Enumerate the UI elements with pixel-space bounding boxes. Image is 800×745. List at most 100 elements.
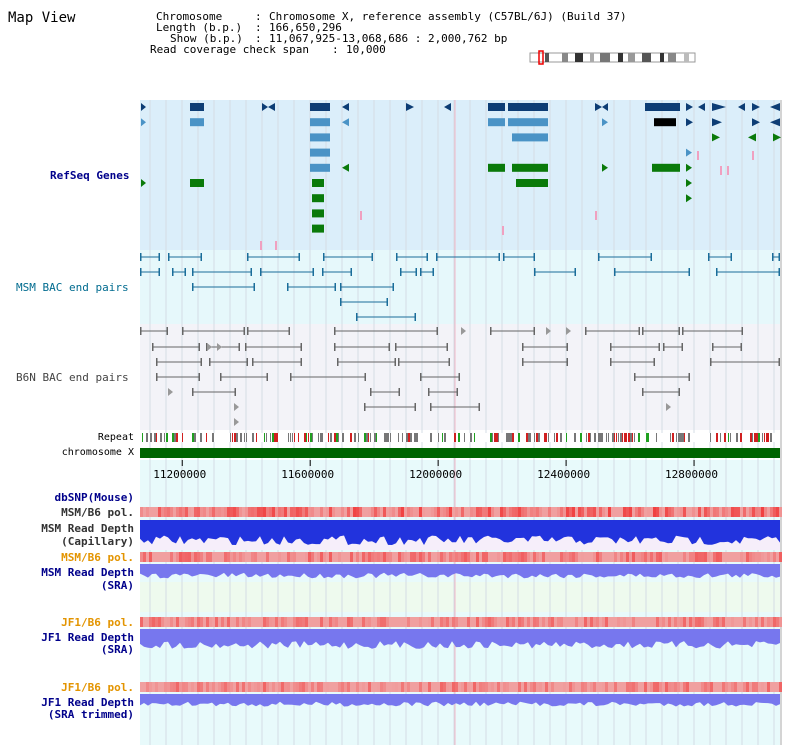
repeat-element <box>530 433 531 442</box>
jf1-b6-pol-cell <box>524 617 527 627</box>
track-label-jf1-b6-pol-2[interactable]: JF1/B6 pol. <box>61 681 134 694</box>
msm-b6-pol2-cell <box>431 552 434 562</box>
repeat-element <box>598 433 600 442</box>
repeat-element <box>616 433 617 442</box>
jf1-b6-pol2-cell <box>494 682 497 692</box>
repeat-element <box>256 433 257 442</box>
jf1-b6-pol-cell <box>746 617 749 627</box>
track-label-refseq[interactable]: RefSeq Genes <box>50 169 130 182</box>
msm-b6-pol2-cell <box>533 552 536 562</box>
jf1-b6-pol-cell <box>665 617 668 627</box>
msm-bac-pair-end <box>140 268 142 276</box>
msm-b6-pol-cell <box>140 507 143 517</box>
jf1-b6-pol-cell <box>146 617 149 627</box>
msm-b6-pol2-cell <box>608 552 611 562</box>
b6n-bac-pair-end <box>642 327 644 335</box>
msm-b6-pol-cell <box>575 507 578 517</box>
jf1-b6-pol2-cell <box>245 682 248 692</box>
msm-b6-pol-cell <box>689 507 692 517</box>
repeat-element <box>490 433 492 442</box>
jf1-b6-pol-cell <box>536 617 539 627</box>
msm-b6-pol-cell <box>530 507 533 517</box>
jf1-b6-pol-cell <box>161 617 164 627</box>
refseq-minor-feature <box>727 166 729 175</box>
msm-b6-pol2-cell <box>749 552 752 562</box>
refseq-gene <box>268 103 275 111</box>
track-label-chromosome[interactable]: chromosome X <box>61 447 134 458</box>
track-label-msm-b6-pol-1[interactable]: MSM/B6 pol. <box>61 506 134 519</box>
jf1-b6-pol2-cell <box>704 682 707 692</box>
jf1-b6-pol-cell <box>716 617 719 627</box>
msm-b6-pol2-cell <box>350 552 353 562</box>
b6n-bac-pair-end <box>395 343 397 351</box>
track-label-jf1-depth-1[interactable]: JF1 Read Depth <box>41 631 134 644</box>
jf1-b6-pol-cell <box>344 617 347 627</box>
refseq-gene <box>712 133 720 142</box>
jf1-b6-pol2-cell <box>203 682 206 692</box>
track-label-jf1-depth-trim-1[interactable]: JF1 Read Depth <box>41 696 134 709</box>
track-label-repeat[interactable]: Repeat <box>97 432 134 443</box>
repeat-element <box>376 433 377 442</box>
msm-b6-pol2-cell <box>605 552 608 562</box>
track-label-b6n-bac[interactable]: B6N BAC end pairs <box>16 371 129 384</box>
refseq-gene <box>312 209 324 218</box>
jf1-b6-pol2-cell <box>239 682 242 692</box>
repeat-element <box>212 433 214 442</box>
msm-b6-pol2-cell <box>512 552 515 562</box>
track-label-msm-depth-sra-1[interactable]: MSM Read Depth <box>41 566 134 579</box>
track-label-msm-depth-cap-1[interactable]: MSM Read Depth <box>41 522 134 535</box>
jf1-b6-pol-cell <box>590 617 593 627</box>
msm-b6-pol-cell <box>206 507 209 517</box>
msm-b6-pol-cell <box>740 507 743 517</box>
b6n-bac-pair-end <box>566 343 568 351</box>
msm-bac-pair-end <box>371 253 373 261</box>
b6n-bac-pair-end <box>398 358 400 366</box>
msm-bac-pair-end <box>158 253 160 261</box>
msm-b6-pol-cell <box>467 507 470 517</box>
repeat-element <box>506 433 508 442</box>
repeat-element <box>512 433 514 442</box>
msm-b6-pol-cell <box>665 507 668 517</box>
jf1-b6-pol2-cell <box>188 682 191 692</box>
msm-b6-pol-cell <box>752 507 755 517</box>
repeat-element <box>416 433 418 442</box>
repeat-element <box>526 433 528 442</box>
repeat-element <box>770 433 772 442</box>
msm-b6-pol2-cell <box>539 552 542 562</box>
jf1-b6-pol-cell <box>650 617 653 627</box>
msm-b6-pol-cell <box>533 507 536 517</box>
track-label-dbsnp[interactable]: dbSNP(Mouse) <box>54 491 134 504</box>
jf1-b6-pol2-cell <box>491 682 494 692</box>
msm-b6-pol2-cell <box>770 552 773 562</box>
msm-b6-pol2-cell <box>638 552 641 562</box>
repeat-element <box>670 433 671 442</box>
msm-b6-pol-cell <box>455 507 458 517</box>
msm-b6-pol2-cell <box>305 552 308 562</box>
msm-b6-pol-cell <box>569 507 572 517</box>
jf1-b6-pol2-cell <box>221 682 224 692</box>
track-label-msm-b6-pol-2[interactable]: MSM/B6 pol. <box>61 551 134 564</box>
jf1-b6-pol2-cell <box>518 682 521 692</box>
b6n-bac-pair-end <box>300 343 302 351</box>
b6n-bac-pair-end <box>140 327 142 335</box>
msm-b6-pol2-cell <box>545 552 548 562</box>
repeat-element <box>628 433 630 442</box>
jf1-b6-pol2-cell <box>278 682 281 692</box>
repeat-element <box>200 433 202 442</box>
jf1-b6-pol2-cell <box>476 682 479 692</box>
track-label-msm-bac[interactable]: MSM BAC end pairs <box>16 281 129 294</box>
msm-b6-pol-cell <box>479 507 482 517</box>
jf1-b6-pol-cell <box>257 617 260 627</box>
refseq-gene <box>310 163 330 172</box>
refseq-gene <box>686 118 693 127</box>
jf1-b6-pol-cell <box>671 617 674 627</box>
repeat-element <box>230 433 231 442</box>
track-label-jf1-b6-pol-1[interactable]: JF1/B6 pol. <box>61 616 134 629</box>
jf1-b6-pol-cell <box>698 617 701 627</box>
jf1-b6-pol2-cell <box>620 682 623 692</box>
msm-bac-pair-end <box>168 253 170 261</box>
jf1-b6-pol-cell <box>245 617 248 627</box>
msm-b6-pol-cell <box>293 507 296 517</box>
refseq-gene <box>488 118 505 127</box>
